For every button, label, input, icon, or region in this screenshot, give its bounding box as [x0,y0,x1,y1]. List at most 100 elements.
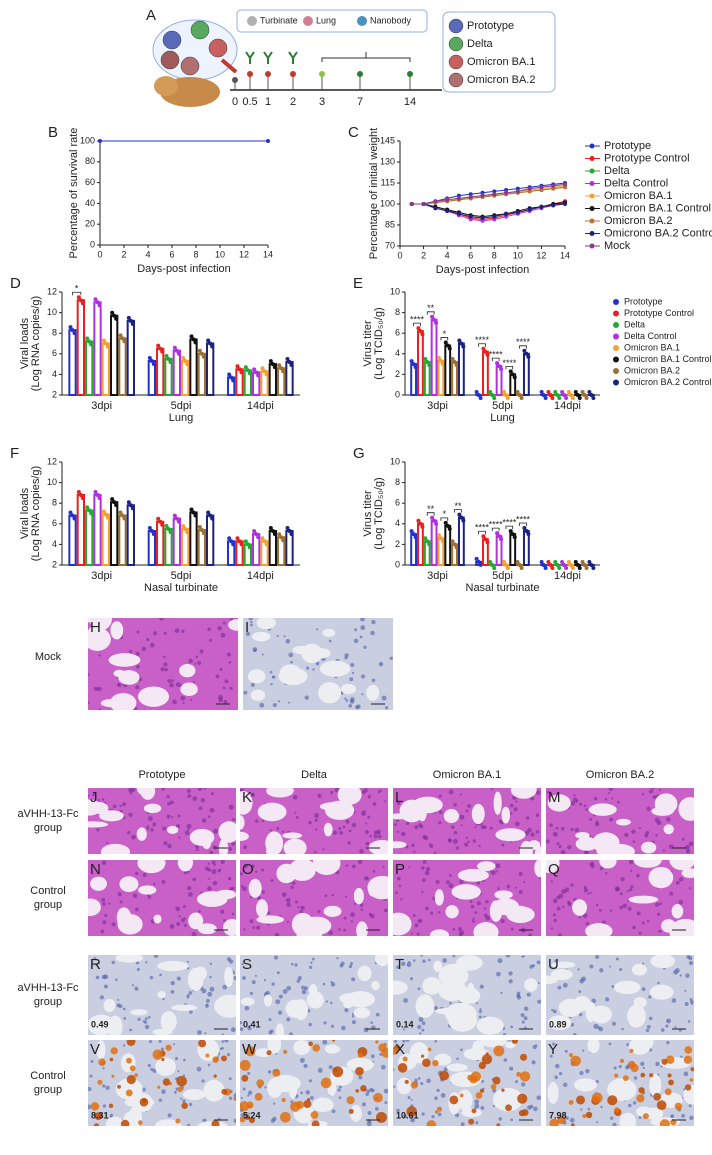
replicate-dot [575,563,580,567]
nucleus [613,1066,617,1070]
positive-stain [490,1083,497,1090]
nucleus [597,1026,601,1030]
replicate-dot [566,390,571,394]
panel-letter: F [10,445,19,462]
alveolus [461,1108,482,1118]
nucleus [666,1040,670,1045]
alveolus [445,905,459,919]
nucleus [420,955,423,957]
positive-stain [375,1040,379,1044]
nucleus [417,919,421,923]
alveolus [228,619,238,631]
positive-stain [283,1049,288,1054]
replicate-dot [112,500,117,505]
nucleus [99,995,105,1000]
replicate-dot [85,336,90,341]
nucleus [350,912,355,918]
nucleus [303,1063,308,1068]
nucleus [360,674,366,679]
panel-letter: Y [548,1041,558,1058]
replicate-dot [87,339,92,344]
nucleus [628,860,634,865]
replicate-dot [199,351,204,356]
replicate-dot [243,365,248,370]
nucleus [122,802,127,807]
nucleus [617,800,620,804]
nucleus [434,1040,438,1043]
replicate-dot [105,515,110,520]
bar [457,342,465,396]
nucleus [127,830,131,835]
tissue-image [393,788,541,854]
nucleus [230,1027,236,1033]
nucleus [211,869,217,875]
alveolus [471,803,485,825]
nucleus [207,862,210,866]
replicate-dot [461,518,466,523]
nucleus [294,963,298,967]
nucleus [560,849,566,854]
replicate-dot [201,530,206,535]
alveolus [492,898,520,916]
replicate-dot [191,510,196,515]
replicate-dot [185,362,190,367]
nucleus [688,841,694,847]
nucleus [288,652,294,658]
alveolus [649,984,674,1000]
nucleus [347,841,351,845]
y-tick-label: 8 [52,498,57,508]
positive-stain [505,1104,512,1112]
nucleus [188,991,193,995]
replicate-dot [122,516,127,521]
nucleus [145,961,148,964]
nucleus [405,845,409,849]
nucleus [118,1004,123,1009]
replicate-dot [114,503,119,508]
nucleus [421,1028,425,1032]
bar [156,347,165,396]
y-axis-label: Virus titer [362,490,374,537]
virus-icon [162,30,182,50]
row-label: group [34,822,62,834]
nucleus [122,1007,126,1011]
nucleus [655,834,658,837]
nucleus [497,887,500,890]
nucleus [292,795,298,800]
bar [189,338,198,397]
x-tick-label: 5dpi [492,400,513,412]
y-tick-label: 60 [85,177,95,187]
data-point [539,185,544,190]
timeline-label: 2 [290,96,296,108]
positive-stain [517,1093,528,1104]
nucleus [304,695,309,700]
nucleus [394,1040,398,1043]
data-point [433,199,438,204]
y-tick-label: 12 [47,456,57,466]
nucleus [223,919,226,922]
bar [118,337,127,397]
positive-stain [355,1066,364,1076]
positive-stain [177,1086,183,1093]
nucleus [198,806,203,811]
data-point [480,190,485,195]
nucleus [629,887,633,892]
nucleus [475,1121,479,1125]
nucleus [219,667,223,671]
nucleus [338,827,342,831]
nucleus [97,798,100,802]
positive-stain [478,1061,487,1070]
nucleus [187,886,192,891]
replicate-dot [416,518,421,523]
data-point [539,188,544,192]
nucleus [201,1079,205,1083]
nucleus [189,1010,193,1014]
y-tick-label: 145 [380,135,395,145]
alveolus [88,898,101,917]
replicate-dot [548,563,553,567]
nucleus [248,1112,251,1115]
positive-stain [134,1073,138,1078]
positive-stain [331,1040,336,1042]
replicate-dot [112,313,117,318]
positive-stain [310,1111,319,1119]
nucleus [371,678,376,683]
